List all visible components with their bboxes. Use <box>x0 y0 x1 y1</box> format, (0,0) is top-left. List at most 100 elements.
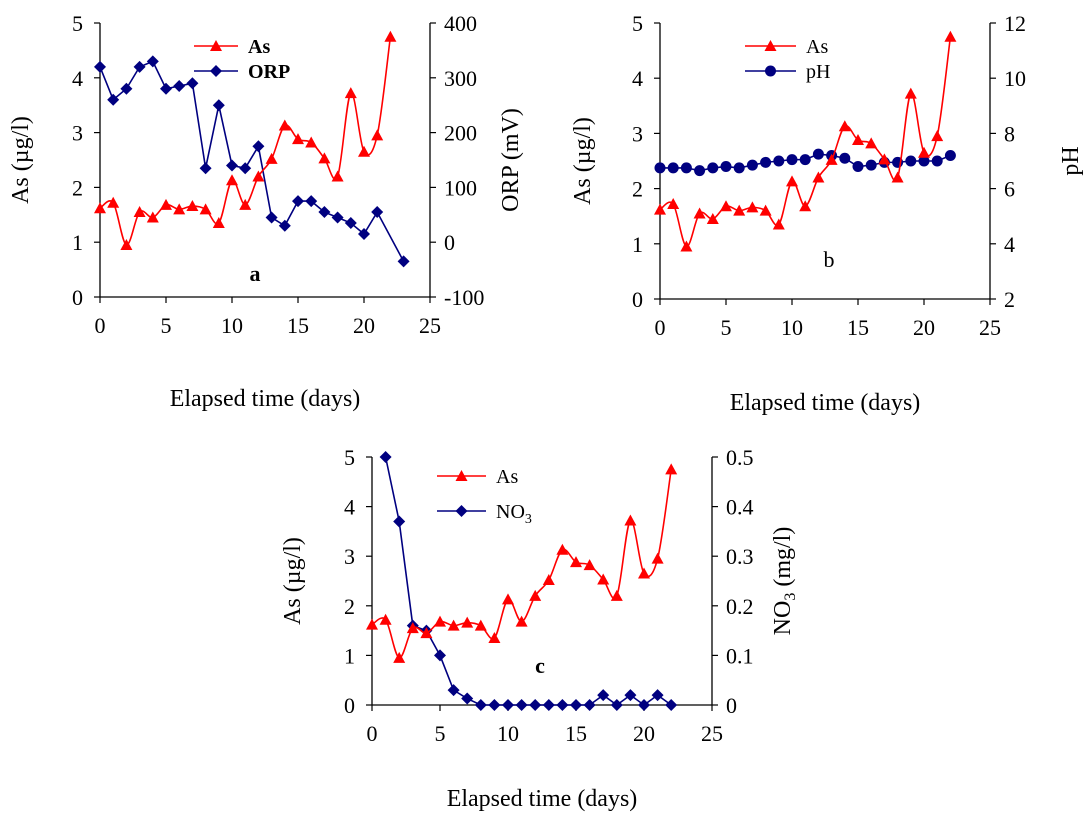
data-point-as <box>556 543 569 555</box>
y-axis-right-title: NO3 (mg/l) <box>770 527 799 636</box>
data-point-as <box>638 567 650 579</box>
data-point-as <box>447 619 460 631</box>
y-right-tick-label: 2 <box>1004 287 1015 312</box>
legend-label-as: As <box>248 36 270 58</box>
y-left-tick-label: 1 <box>344 643 355 668</box>
data-point-as <box>706 212 719 224</box>
data-point-no3 <box>610 699 623 711</box>
data-point-ph <box>786 154 798 166</box>
data-point-as <box>252 170 265 182</box>
data-point-orp <box>358 227 370 240</box>
data-point-as <box>107 196 120 208</box>
data-point-as <box>488 632 501 644</box>
y-axis-left-title: As (µg/l) <box>8 116 34 204</box>
data-point-as <box>931 130 944 142</box>
data-point-as <box>891 171 904 183</box>
legend: As NO3 <box>437 466 532 527</box>
legend: As ORP <box>194 36 290 83</box>
data-point-as <box>212 217 225 229</box>
data-point-as <box>278 119 291 131</box>
y-left-tick-label: 5 <box>632 11 643 36</box>
y-right-tick-label: 0.3 <box>726 544 754 569</box>
y-right-tick-label: 8 <box>1004 121 1015 146</box>
y-right-tick-label: 12 <box>1004 11 1026 36</box>
x-tick-label: 5 <box>435 721 446 746</box>
y-right-tick-label: 0.5 <box>726 445 754 470</box>
y-right-tick-label: 300 <box>444 66 477 91</box>
x-tick-label: 25 <box>979 315 1001 340</box>
panel-a: 0 5 10 15 20 25 0 1 2 3 4 5 -100 0 100 200 300 400 Elapsed… <box>8 11 524 412</box>
data-point-as <box>318 152 331 164</box>
series-ph <box>654 148 956 177</box>
panel-c: 0 5 10 15 20 2501234500.10.20.30.40.5Elapsed … <box>280 445 799 812</box>
data-point-ph <box>852 161 864 173</box>
y-right-tick-label: 0.4 <box>726 495 754 520</box>
data-point-as <box>133 206 146 218</box>
y-axis-right-title: pH <box>1058 146 1084 175</box>
data-point-no3 <box>665 699 678 711</box>
data-point-ph <box>865 159 877 171</box>
data-point-as <box>173 203 186 215</box>
y-left-tick-label: 2 <box>344 594 355 619</box>
data-point-as <box>542 574 555 586</box>
data-point-orp <box>318 206 331 219</box>
legend-label-ph: pH <box>806 61 830 83</box>
x-tick-label: 25 <box>419 313 441 338</box>
data-point-orp <box>160 82 172 95</box>
legend-label-no3: NO3 <box>496 501 532 527</box>
data-point-as <box>878 153 891 165</box>
y-right-tick-label: 200 <box>444 121 477 146</box>
data-point-as <box>94 202 106 214</box>
x-tick-label: 0 <box>95 313 106 338</box>
data-point-as <box>331 170 344 182</box>
data-point-ph <box>746 159 758 171</box>
data-point-orp <box>252 140 265 153</box>
data-point-as <box>434 615 446 627</box>
data-point-orp <box>226 159 238 172</box>
data-point-as <box>502 593 514 605</box>
data-point-orp <box>397 255 410 268</box>
x-tick-label: 20 <box>633 721 655 746</box>
x-tick-label: 20 <box>353 313 375 338</box>
y-left-tick-label: 3 <box>344 544 355 569</box>
data-point-orp <box>292 195 304 208</box>
y-left-tick-label: 0 <box>72 285 83 310</box>
data-point-as <box>667 198 680 210</box>
data-point-as <box>120 238 133 250</box>
y-right-tick-label: 100 <box>444 175 477 200</box>
y-right-tick-label: 4 <box>1004 232 1015 257</box>
data-point-as <box>665 463 678 475</box>
data-point-as <box>786 175 798 187</box>
y-left-tick-label: 5 <box>344 445 355 470</box>
data-point-no3 <box>474 699 487 711</box>
data-point-as <box>292 133 304 145</box>
y-left-tick-label: 3 <box>632 121 643 146</box>
y-right-tick-label: 0.2 <box>726 594 754 619</box>
x-tick-label: 5 <box>721 315 732 340</box>
data-point-as <box>420 627 433 639</box>
data-point-ph <box>812 148 824 160</box>
y-right-tick-label: 6 <box>1004 177 1015 202</box>
x-tick-label: 10 <box>497 721 519 746</box>
data-point-as <box>904 87 917 99</box>
data-point-as <box>344 87 357 99</box>
data-point-as <box>799 200 812 212</box>
data-point-as <box>406 622 419 634</box>
y-axis-left-title: As (µg/l) <box>570 117 596 205</box>
data-point-no3 <box>434 649 446 662</box>
data-point-as <box>186 200 199 212</box>
data-point-orp <box>278 219 291 232</box>
data-point-orp <box>146 55 159 68</box>
y-left-tick-label: 1 <box>632 232 643 257</box>
data-point-ph <box>931 155 943 167</box>
data-point-no3 <box>393 515 406 528</box>
series-no3 <box>379 451 678 711</box>
data-point-as <box>583 559 596 571</box>
data-point-ph <box>918 155 930 167</box>
data-point-as <box>597 573 610 585</box>
data-point-as <box>651 552 664 564</box>
series-as <box>654 30 957 252</box>
y-left-tick-label: 2 <box>632 177 643 202</box>
data-point-orp <box>371 206 384 219</box>
